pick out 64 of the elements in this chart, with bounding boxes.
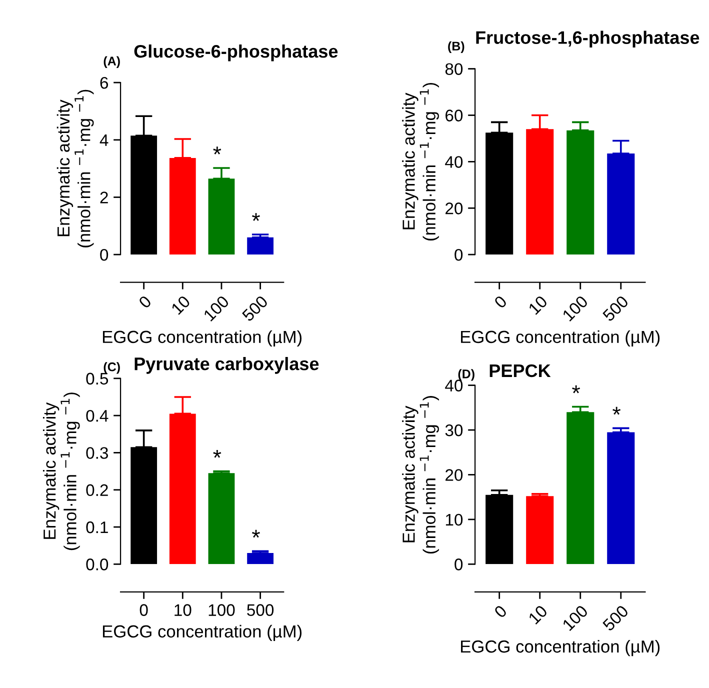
bar (486, 494, 514, 564)
bar (607, 432, 635, 564)
y-tick-label: 0.4 (86, 410, 108, 422)
x-tick-label: 0 (494, 294, 508, 309)
annotation: * (612, 406, 621, 415)
y-tick-label: 0.0 (86, 558, 108, 570)
x-axis-title: EGCG concentration (µM) (461, 640, 660, 656)
annotation: * (252, 530, 260, 538)
x-tick-label: 0 (494, 604, 508, 618)
chart-title: Glucose-6-phosphatase (134, 44, 338, 62)
y-tick-label: 60 (446, 110, 463, 122)
chart-title: Pyruvate carboxylase (134, 356, 319, 374)
x-tick-label: 500 (602, 294, 630, 322)
y-axis-title: Enzymatic activity (nmol·min $^{−1}$·mg $^{−1}$) (402, 396, 439, 554)
y-tick-label: 0.3 (86, 447, 108, 459)
x-tick-label: 500 (241, 294, 268, 322)
y-axis-title: Enzymatic activity (nmol·min $^{−1}$·mg $^{−1}$) (56, 90, 94, 248)
y-tick-label: 0.1 (86, 521, 108, 534)
y-axis-title: Enzymatic activity (nmol·min $^{−1}$·mg $^{−1}$) (402, 83, 439, 240)
y-tick-label: 6 (100, 76, 108, 89)
bar (247, 553, 274, 564)
x-tick-label: 0 (140, 604, 148, 616)
y-tick-label: 20 (446, 469, 463, 481)
x-axis-title: EGCG concentration (µM) (102, 330, 302, 347)
x-tick-label: 100 (562, 294, 589, 322)
y-tick-label: 0.5 (86, 372, 108, 385)
annotation: * (572, 385, 580, 394)
y-tick-label: 2 (100, 192, 108, 204)
bar (526, 496, 554, 564)
x-axis-title: EGCG concentration (µM) (461, 330, 660, 347)
text: (B) (448, 41, 464, 54)
chart-title: Fructose-1,6-phosphatase (476, 30, 700, 48)
x-tick-label: 10 (174, 604, 192, 616)
x-tick-label: 500 (602, 604, 630, 632)
x-tick-label: 10 (170, 294, 191, 316)
bar (247, 237, 274, 255)
y-tick-label: 0 (100, 248, 108, 261)
chart-title: PEPCK (490, 364, 551, 378)
y-tick-label: 20 (446, 202, 463, 214)
annotation: * (213, 450, 222, 458)
x-tick-label: 500 (247, 604, 274, 616)
annotation: * (252, 213, 260, 221)
y-tick-label: 0 (454, 558, 463, 570)
y-axis-title: Enzymatic activity (nmol·min $^{−1}$·mg $^{−1}$) (42, 392, 80, 550)
x-axis-title: EGCG concentration (µM) (102, 624, 302, 642)
y-tick-label: 0.2 (86, 484, 108, 496)
text: (D) (458, 369, 474, 381)
bar (208, 473, 235, 564)
x-tick-label: 0 (138, 294, 152, 309)
text: (A) (104, 56, 120, 68)
x-tick-label: 10 (528, 604, 548, 625)
x-tick-label: 10 (528, 294, 548, 316)
y-tick-label: 80 (445, 63, 463, 76)
text: (C) (104, 362, 120, 374)
y-tick-label: 30 (445, 424, 463, 436)
x-tick-label: 100 (203, 294, 230, 322)
annotation: * (213, 146, 222, 154)
y-tick-label: 40 (445, 380, 463, 392)
x-tick-label: 100 (208, 604, 235, 616)
y-tick-label: 4 (100, 134, 108, 146)
y-tick-label: 0 (454, 248, 463, 261)
y-tick-label: 10 (446, 514, 463, 526)
y-tick-label: 40 (445, 156, 463, 168)
x-tick-label: 100 (562, 604, 589, 632)
